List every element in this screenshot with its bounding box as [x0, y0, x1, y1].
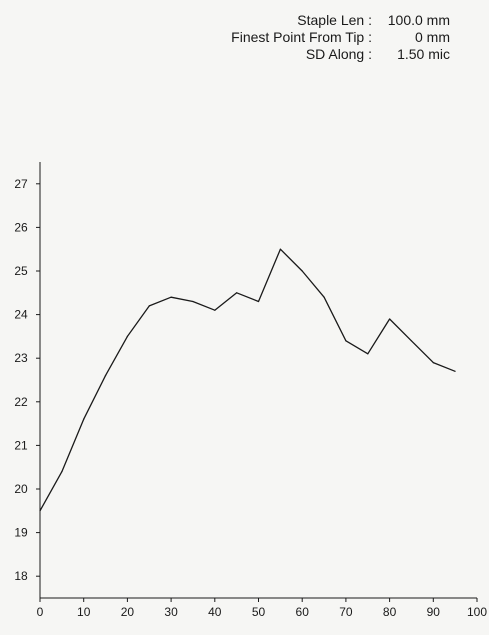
data-point: [367, 353, 368, 354]
data-point: [302, 270, 303, 271]
data-point: [411, 340, 412, 341]
y-tick-label: 22: [14, 395, 28, 409]
y-tick-label: 19: [14, 526, 28, 540]
data-point: [192, 301, 193, 302]
y-tick-label: 24: [14, 308, 28, 322]
x-tick-label: 40: [208, 605, 222, 619]
data-point: [83, 419, 84, 420]
x-tick-label: 30: [164, 605, 178, 619]
data-point: [236, 292, 237, 293]
data-point: [433, 362, 434, 363]
data-point: [258, 301, 259, 302]
data-point: [280, 249, 281, 250]
x-tick-label: 50: [252, 605, 266, 619]
data-point: [61, 471, 62, 472]
x-tick-label: 60: [296, 605, 310, 619]
y-tick-label: 18: [14, 569, 28, 583]
y-tick-label: 26: [14, 220, 28, 234]
x-tick-label: 0: [37, 605, 44, 619]
data-point: [214, 310, 215, 311]
x-tick-label: 90: [427, 605, 441, 619]
y-tick-label: 27: [14, 177, 28, 191]
x-tick-label: 70: [339, 605, 353, 619]
data-point: [39, 510, 40, 511]
data-point: [455, 371, 456, 372]
series-line: [40, 249, 455, 511]
y-tick-label: 21: [14, 438, 28, 452]
data-point: [127, 336, 128, 337]
y-tick-label: 25: [14, 264, 28, 278]
x-tick-label: 80: [383, 605, 397, 619]
data-point: [149, 305, 150, 306]
data-point: [345, 340, 346, 341]
x-tick-label: 20: [121, 605, 135, 619]
data-point: [105, 375, 106, 376]
x-tick-label: 10: [77, 605, 91, 619]
data-point: [389, 318, 390, 319]
x-tick-label: 100: [467, 605, 487, 619]
y-tick-label: 23: [14, 351, 28, 365]
data-point: [171, 297, 172, 298]
data-point: [324, 297, 325, 298]
y-tick-label: 20: [14, 482, 28, 496]
